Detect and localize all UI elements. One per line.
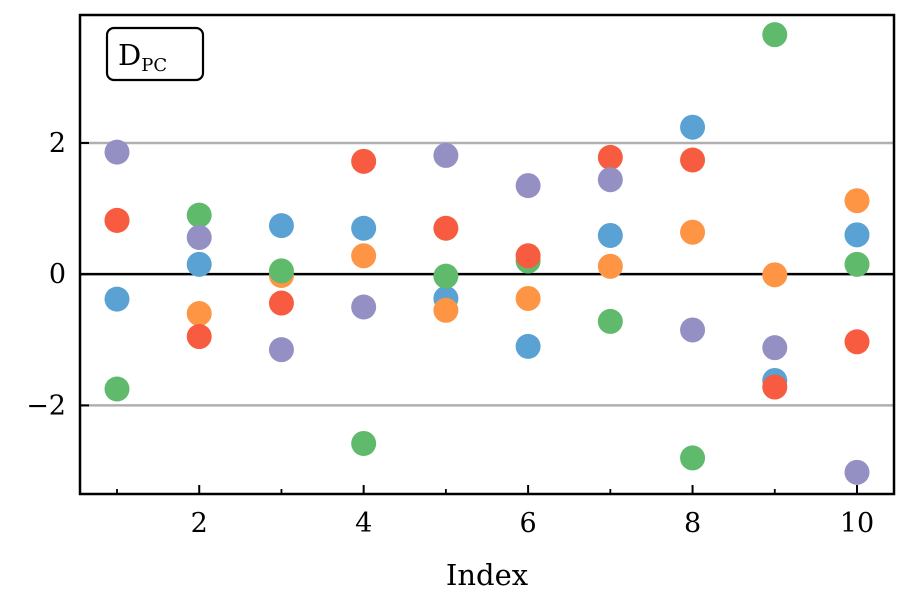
series-5-point — [104, 139, 130, 165]
series-1-point — [515, 333, 541, 359]
series-2-point — [186, 301, 212, 327]
x-axis-title: Index — [446, 558, 528, 592]
y-tick-labels: −2 0 2 — [26, 128, 66, 421]
annotation-frame — [105, 26, 205, 82]
series-4-point — [351, 148, 377, 174]
series-4-point — [844, 329, 870, 355]
x-tick-label: 10 — [840, 508, 874, 539]
series-5-point — [433, 142, 459, 168]
annotation-label: DPC — [118, 38, 167, 76]
series-4-point — [680, 147, 706, 173]
series-2-point — [515, 285, 541, 311]
series-2-point — [597, 253, 623, 279]
series-3-point — [433, 263, 459, 289]
series-3-point — [186, 202, 212, 228]
series-4-point — [597, 144, 623, 170]
annotation-main: D — [118, 38, 141, 72]
series-1-point — [186, 251, 212, 277]
y-tick-label: 0 — [49, 259, 66, 290]
series-5-point — [762, 335, 788, 361]
series-3-point — [104, 376, 130, 402]
series-1-point — [597, 222, 623, 248]
series-3-point — [762, 22, 788, 48]
y-tick-label: −2 — [26, 390, 66, 421]
y-tick-label: 2 — [49, 128, 66, 159]
annotation-subscript: PC — [141, 55, 167, 76]
plot-frame — [78, 13, 896, 496]
x-tick-labels: 2 4 6 8 10 — [191, 508, 875, 539]
annotation-box: DPC — [105, 26, 205, 82]
series-5-point — [268, 337, 294, 363]
series-5-point — [597, 167, 623, 193]
series-4-point — [268, 290, 294, 316]
x-tick-label: 8 — [684, 508, 701, 539]
series-2-point — [351, 243, 377, 269]
x-tick-label: 6 — [520, 508, 537, 539]
series-2-point — [844, 188, 870, 214]
series-3-point — [680, 445, 706, 471]
series-3-point — [597, 308, 623, 334]
series-2-point — [762, 262, 788, 288]
series-3-point — [351, 430, 377, 456]
series-1-point — [844, 222, 870, 248]
series-1-point — [351, 215, 377, 241]
axis-ticks — [80, 141, 858, 494]
series-3-point — [268, 258, 294, 284]
series-5-point — [680, 317, 706, 343]
series-4-point — [762, 374, 788, 400]
reference-lines — [80, 141, 894, 407]
data-points — [104, 22, 870, 485]
series-5-point — [186, 224, 212, 250]
series-5-point — [515, 173, 541, 199]
series-1-point — [268, 213, 294, 239]
series-5-point — [351, 294, 377, 320]
series-2-point — [680, 219, 706, 245]
series-4-point — [104, 207, 130, 233]
x-tick-label: 4 — [355, 508, 372, 539]
series-1-point — [680, 114, 706, 140]
series-3-point — [844, 251, 870, 277]
x-tick-label: 2 — [191, 508, 208, 539]
series-4-point — [433, 215, 459, 241]
series-1-point — [104, 286, 130, 312]
series-5-point — [844, 459, 870, 485]
series-4-point — [186, 324, 212, 350]
series-2-point — [433, 297, 459, 323]
series-4-point — [515, 243, 541, 269]
